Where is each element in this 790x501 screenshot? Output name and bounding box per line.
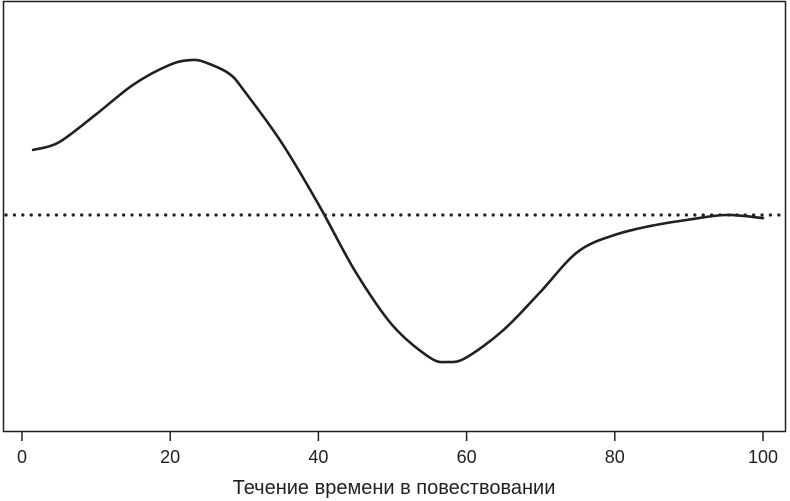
x-axis-ticks: 0 20 40 60 80 100 [17, 431, 778, 467]
narrative-arc-curve [31, 58, 765, 364]
x-tick-label: 100 [748, 447, 778, 467]
x-tick-label: 20 [160, 447, 180, 467]
plot-frame [2, 0, 787, 433]
x-tick-label: 80 [605, 447, 625, 467]
x-tick-label: 0 [17, 447, 27, 467]
x-tick-label: 40 [308, 447, 328, 467]
x-tick-label: 60 [457, 447, 477, 467]
x-axis-title: Течение времени в повествовании [233, 477, 556, 499]
